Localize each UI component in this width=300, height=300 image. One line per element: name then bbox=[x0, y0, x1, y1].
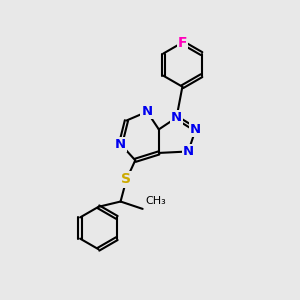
Text: F: F bbox=[178, 35, 187, 50]
Text: N: N bbox=[115, 138, 126, 151]
Text: N: N bbox=[171, 111, 182, 124]
Text: N: N bbox=[142, 105, 153, 118]
Text: N: N bbox=[190, 123, 201, 136]
Text: N: N bbox=[183, 145, 194, 158]
Text: CH₃: CH₃ bbox=[145, 196, 166, 206]
Text: S: S bbox=[122, 172, 131, 186]
